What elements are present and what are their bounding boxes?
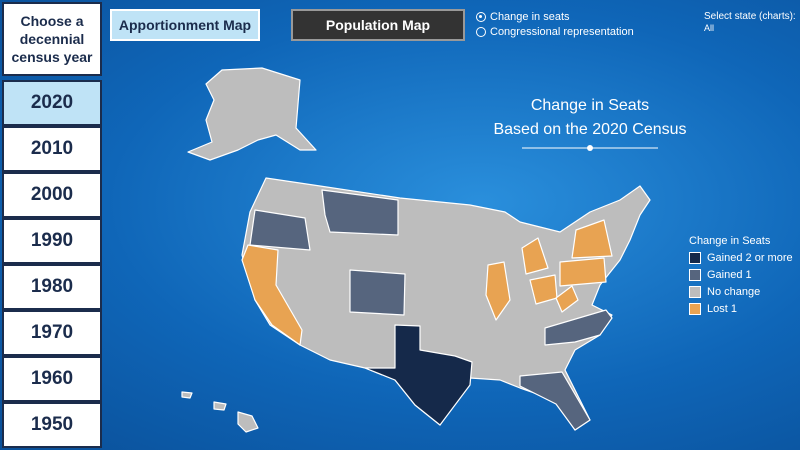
year-button[interactable]: 1970 bbox=[2, 310, 102, 356]
year-button[interactable]: 1960 bbox=[2, 356, 102, 402]
radio-option[interactable]: Change in seats bbox=[476, 11, 570, 23]
state-california bbox=[241, 244, 303, 346]
legend-item: No change bbox=[689, 286, 793, 298]
radio-label: Change in seats bbox=[490, 11, 570, 23]
map-title: Change in Seats bbox=[531, 97, 649, 114]
state-illinois bbox=[485, 261, 511, 321]
legend-label: No change bbox=[707, 286, 761, 298]
hawaii bbox=[213, 401, 227, 411]
sidebar-title: Choose a decennial census year bbox=[2, 2, 102, 76]
legend-swatch bbox=[689, 252, 701, 264]
ornament bbox=[587, 145, 593, 151]
state-oregon bbox=[249, 209, 311, 251]
year-button[interactable]: 1950 bbox=[2, 402, 102, 448]
hawaii bbox=[237, 411, 259, 433]
year-button[interactable]: 1980 bbox=[2, 264, 102, 310]
legend-label: Gained 1 bbox=[707, 269, 752, 281]
tab[interactable]: Apportionment Map bbox=[110, 9, 260, 41]
legend: Change in Seats Gained 2 or more Gained 1… bbox=[689, 235, 793, 315]
filter-value[interactable]: All bbox=[704, 23, 715, 33]
radio-button[interactable] bbox=[476, 27, 486, 37]
state-west-virginia bbox=[555, 285, 579, 313]
map-subtitle: Based on the 2020 Census bbox=[493, 121, 686, 138]
state-pennsylvania bbox=[559, 257, 607, 287]
hawaii bbox=[181, 391, 193, 399]
legend-item: Gained 1 bbox=[689, 269, 793, 281]
legend-label: Gained 2 or more bbox=[707, 252, 793, 264]
radio-option[interactable]: Congressional representation bbox=[476, 26, 634, 38]
state-north-carolina bbox=[544, 309, 613, 346]
state-texas bbox=[364, 324, 473, 426]
state-florida bbox=[519, 371, 591, 431]
us-mainland bbox=[241, 177, 651, 431]
legend-item: Gained 2 or more bbox=[689, 252, 793, 264]
legend-label: Lost 1 bbox=[707, 303, 737, 315]
tab[interactable]: Population Map bbox=[291, 9, 465, 41]
year-button[interactable]: 2010 bbox=[2, 126, 102, 172]
year-button[interactable]: 1990 bbox=[2, 218, 102, 264]
radio-button[interactable] bbox=[476, 12, 486, 22]
legend-title: Change in Seats bbox=[689, 235, 771, 247]
legend-item: Lost 1 bbox=[689, 303, 793, 315]
year-button[interactable]: 2020 bbox=[2, 80, 102, 126]
sidebar: Choose a decennial census year 2020 2010 2… bbox=[0, 0, 104, 450]
state-montana bbox=[321, 189, 399, 236]
legend-swatch bbox=[689, 286, 701, 298]
legend-swatch bbox=[689, 303, 701, 315]
legend-swatch bbox=[689, 269, 701, 281]
state-new-york bbox=[571, 219, 613, 259]
state-michigan bbox=[521, 237, 549, 275]
year-button[interactable]: 2000 bbox=[2, 172, 102, 218]
radio-label: Congressional representation bbox=[490, 26, 634, 38]
state-colorado bbox=[349, 269, 406, 316]
filter-label: Select state (charts): bbox=[704, 11, 796, 22]
alaska bbox=[187, 67, 317, 161]
